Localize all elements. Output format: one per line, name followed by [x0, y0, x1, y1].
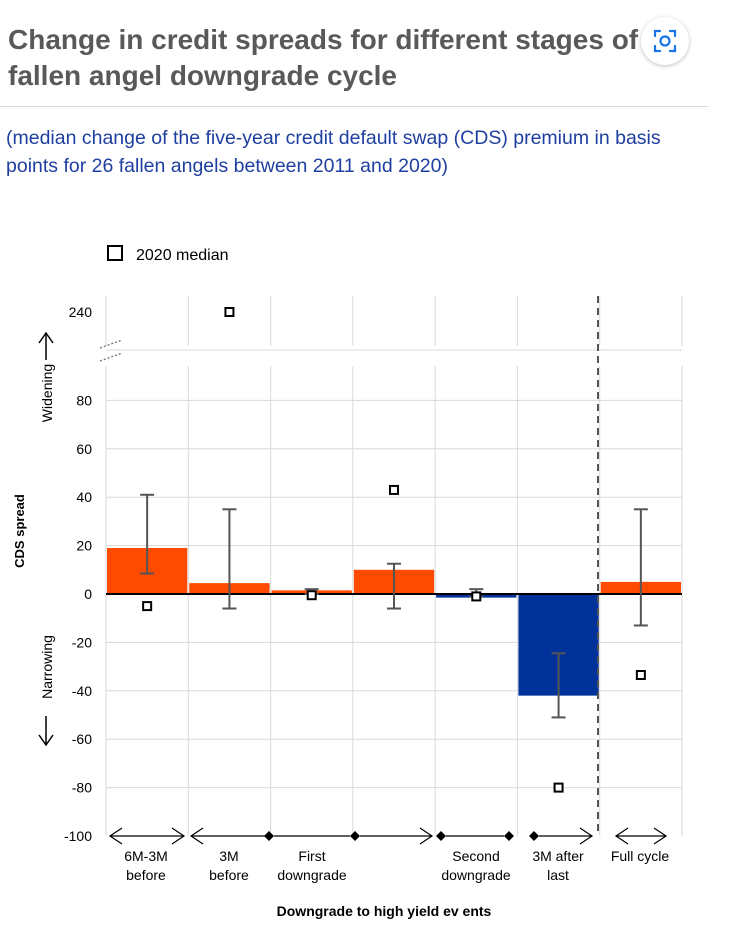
category-label: downgrade — [277, 867, 346, 883]
narrowing-label: Narrowing — [39, 635, 55, 699]
visual-search-icon — [653, 29, 677, 53]
median-2020-marker — [635, 670, 646, 680]
event-timeline — [108, 827, 668, 845]
grid — [105, 296, 683, 836]
category-label: Full cycle — [611, 848, 670, 864]
y-tick-label: -100 — [64, 828, 92, 844]
chart-area: 2020 median 240 80 60 40 20 0 -20 -40 -60 -80 -100… — [12, 245, 683, 919]
y-tick-label: 80 — [76, 392, 92, 408]
median-2020-marker — [306, 590, 317, 601]
y-tick-label: -20 — [72, 634, 92, 650]
median-2020-marker — [224, 307, 235, 317]
median-2020-marker — [471, 591, 482, 602]
widening-label: Widening — [39, 364, 55, 422]
title-divider — [0, 106, 708, 107]
y-axis-ticks: 240 80 60 40 20 0 -20 -40 -60 -80 -100 — [64, 304, 92, 844]
y-tick-label: 0 — [84, 586, 92, 602]
legend-marker — [107, 245, 123, 261]
narrowing-arrow-icon — [38, 716, 54, 747]
category-label: downgrade — [441, 867, 510, 883]
y-tick-label: -40 — [72, 683, 92, 699]
visual-search-button[interactable] — [641, 17, 689, 65]
category-label: last — [547, 867, 569, 883]
chart-subtitle: (median change of the five-year credit d… — [6, 127, 661, 177]
y-axis-title: CDS spread — [12, 494, 27, 568]
x-axis-title: Downgrade to high yield ev ents — [277, 903, 492, 919]
y-tick-label: 40 — [76, 489, 92, 505]
category-label: Second — [452, 848, 499, 864]
y-tick-label: 20 — [76, 538, 92, 554]
category-label: before — [209, 867, 249, 883]
median-2020-marker — [389, 484, 399, 495]
y-tick-label: -60 — [72, 731, 92, 747]
category-label: before — [126, 867, 166, 883]
y-tick-label: -80 — [72, 780, 92, 796]
category-label: 3M — [219, 848, 238, 864]
y-tick-label: 240 — [69, 304, 93, 320]
category-labels: 6M-3M before 3M before First downgrade Second d… — [124, 848, 669, 883]
chart-title: Change in credit spreads for different s… — [8, 24, 688, 91]
legend-label: 2020 median — [136, 247, 229, 264]
median-2020-marker — [142, 601, 153, 612]
median-2020-marker — [553, 782, 564, 793]
median-markers — [142, 307, 646, 793]
category-label: 3M after — [532, 848, 584, 864]
category-label: First — [298, 848, 325, 864]
category-label: 6M-3M — [124, 848, 168, 864]
widening-arrow-icon — [38, 331, 54, 360]
y-tick-label: 60 — [76, 441, 92, 457]
